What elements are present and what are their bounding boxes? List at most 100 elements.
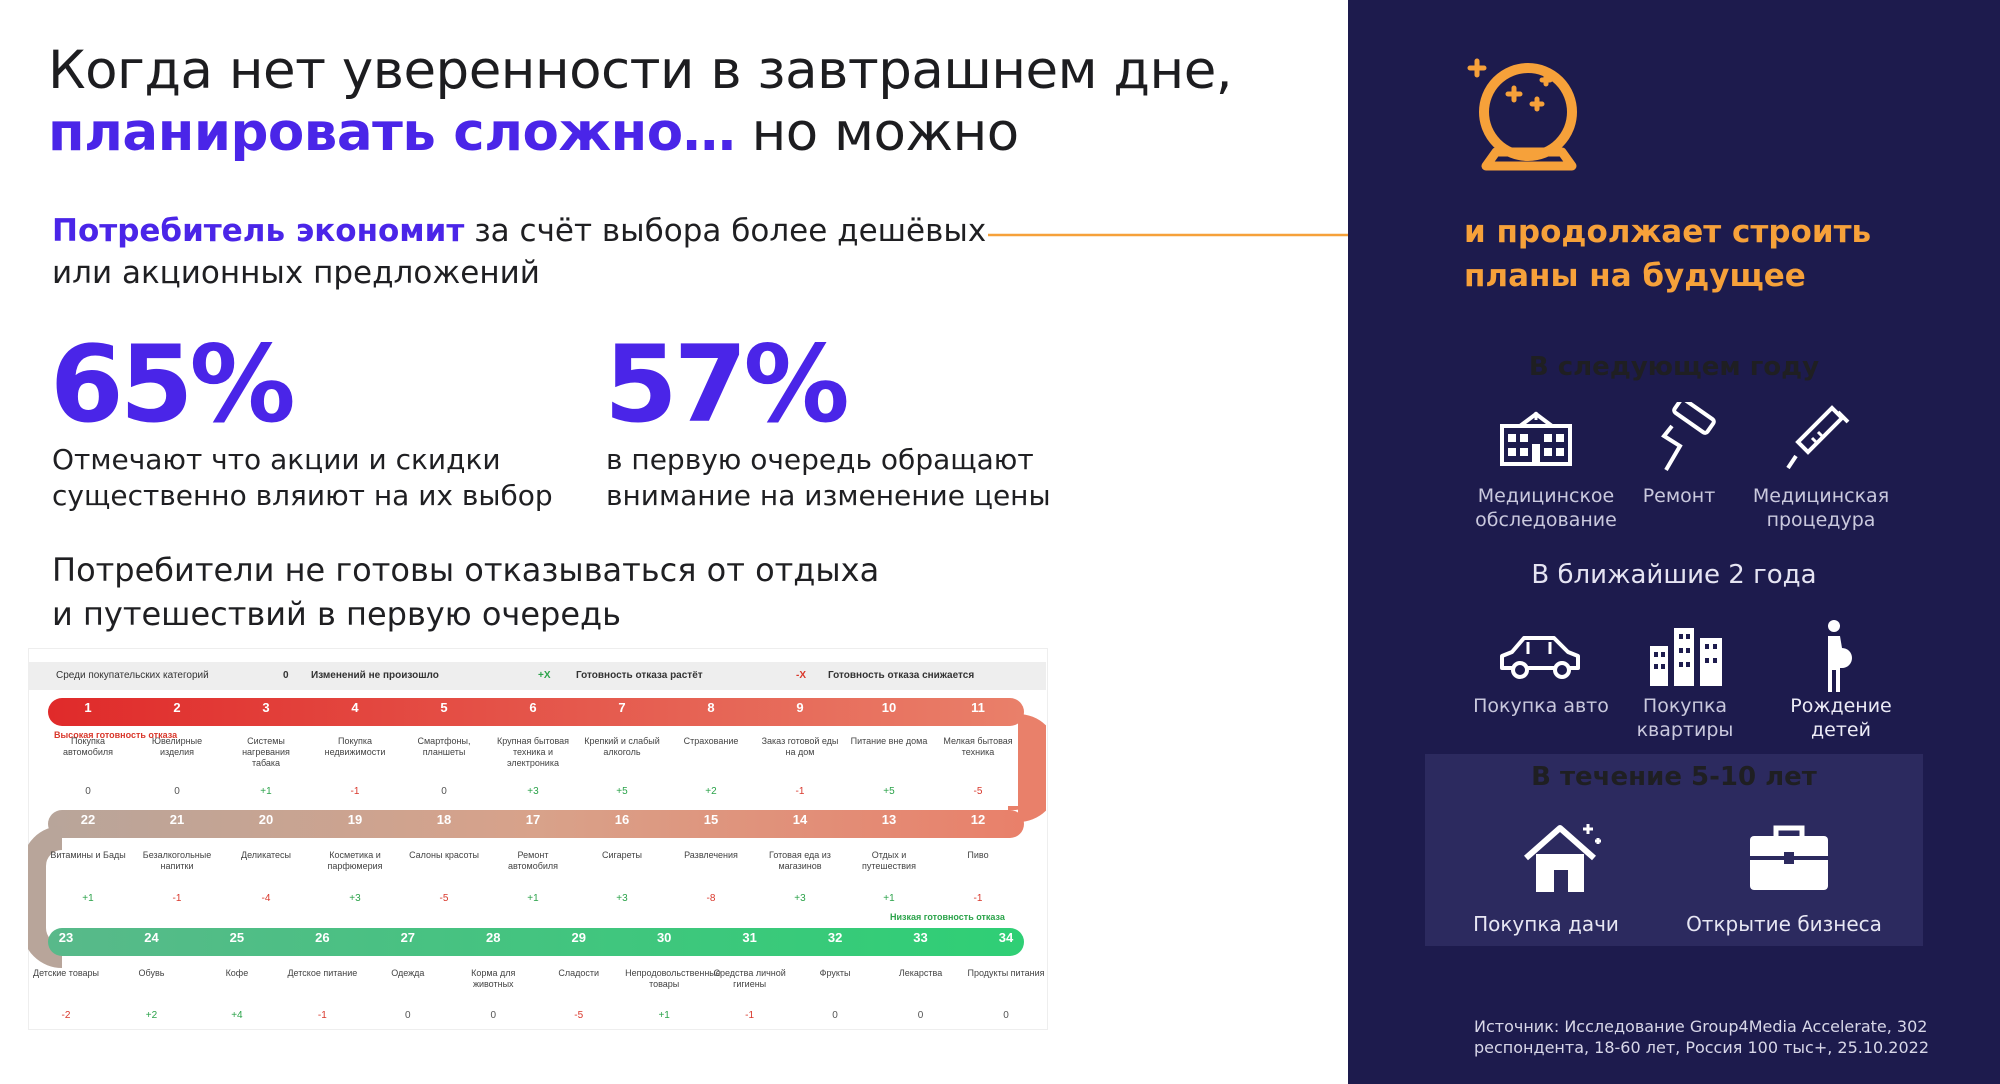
rank-number: 16 (614, 812, 630, 827)
hospital-icon (1500, 411, 1572, 466)
item-medical-procedure: Медицинская процедура (1752, 485, 1890, 531)
change-value: +2 (705, 786, 717, 797)
item-buy-car: Покупка авто (1473, 695, 1609, 717)
rank-number: 28 (486, 930, 501, 945)
stat-value-65: 65% (50, 323, 296, 446)
category-label: Витамины и Бады (50, 850, 126, 860)
category-label: Деликатесы (240, 850, 292, 860)
rank-number: 26 (315, 930, 330, 945)
section-heading: Потребители не готовы отказываться от от… (52, 551, 880, 633)
category-label: Мелкая бытовая техника (943, 736, 1013, 757)
rank-number: 27 (400, 930, 416, 945)
category-label: Средства личной гигиены (713, 968, 786, 989)
rank-number: 4 (351, 700, 359, 715)
two-years-heading: В ближайшие 2 года (1531, 560, 1817, 590)
briefcase-icon (1750, 825, 1828, 890)
rank-number: 5 (440, 700, 448, 715)
change-value: +1 (527, 893, 539, 904)
five-ten-years-box (1425, 754, 1923, 946)
change-value: +2 (145, 1010, 158, 1021)
rank-number: 11 (971, 700, 985, 715)
change-value: -4 (261, 893, 271, 904)
change-value: +1 (883, 893, 895, 904)
change-value: 0 (1003, 1010, 1009, 1021)
change-value: +4 (231, 1010, 243, 1021)
change-value: +1 (260, 786, 272, 797)
ranking-table: Среди покупательских категорий 0 Изменен… (28, 648, 1048, 1030)
change-value: +3 (527, 786, 539, 797)
category-label: Заказ готовой еды на дом (761, 736, 839, 757)
buildings-icon (1650, 628, 1722, 686)
category-label: Ювелирные изделия (151, 736, 203, 757)
category-label: Лекарства (898, 968, 943, 978)
change-value: +3 (616, 893, 628, 904)
change-value: -1 (350, 786, 360, 797)
rank-number: 20 (258, 812, 274, 827)
change-value: -5 (439, 893, 449, 904)
change-value: -1 (973, 893, 983, 904)
category-label: Детские товары (33, 968, 99, 978)
next-year-heading: В следующем году (1528, 352, 1820, 382)
category-label: Непродовольственные товары (625, 968, 721, 989)
rank-number: 1 (84, 700, 92, 715)
change-value: 0 (174, 786, 180, 797)
category-label: Безалкогольные напитки (142, 850, 212, 871)
change-value: +3 (794, 893, 806, 904)
change-value: -2 (61, 1010, 71, 1021)
rank-number: 18 (436, 812, 452, 827)
pregnant-icon (1828, 620, 1852, 692)
low-readiness-label: Низкая готовность отказа (890, 912, 1005, 922)
change-value: 0 (490, 1010, 497, 1021)
category-label: Кофе (225, 968, 249, 978)
rank-number: 25 (229, 930, 245, 945)
rank-number: 24 (144, 930, 159, 945)
syringe-icon (1786, 405, 1850, 470)
category-label: Смартфоны, планшеты (417, 736, 471, 757)
right-headline: и продолжает строить планы на будущее (1464, 214, 1872, 294)
rank-number: 15 (703, 812, 719, 827)
change-value: -5 (574, 1010, 584, 1021)
category-label: Одежда (391, 968, 425, 978)
five-ten-heading: В течение 5-10 лет (1531, 762, 1817, 792)
change-value: 0 (441, 786, 447, 797)
rank-number: 7 (618, 700, 626, 715)
rank-number: 10 (881, 700, 897, 715)
category-label: Косметика и парфюмерия (327, 850, 383, 871)
rank-number: 12 (970, 812, 986, 827)
high-readiness-label: Высокая готовность отказа (54, 730, 178, 740)
category-label: Крупная бытовая техника и электроника (496, 736, 570, 768)
category-label: Корма для животных (471, 968, 516, 989)
rank-number: 9 (796, 700, 804, 715)
category-label: Крепкий и слабый алкоголь (584, 736, 660, 757)
change-value: -1 (317, 1010, 327, 1021)
change-value: 0 (405, 1010, 411, 1021)
category-label: Покупка автомобиля (62, 736, 114, 757)
item-renovation: Ремонт (1642, 485, 1716, 507)
rank-number: 8 (707, 700, 715, 715)
stat-desc-65: Отмечают что акции и скидки существенно … (52, 443, 553, 512)
rank-number: 22 (80, 812, 96, 827)
rank-number: 34 (998, 930, 1014, 945)
rank-number: 31 (742, 930, 757, 945)
category-label: Развлечения (684, 850, 738, 860)
change-value: -1 (795, 786, 805, 797)
category-label: Салоны красоты (409, 850, 479, 860)
stat-value-57: 57% (604, 323, 850, 446)
rank-number: 13 (881, 812, 897, 827)
change-value: -1 (172, 893, 182, 904)
rank-number: 19 (347, 812, 363, 827)
rank-number: 14 (792, 812, 808, 827)
house-icon (1524, 824, 1601, 892)
subtitle: Потребитель экономит за счёт выбора боле… (52, 213, 987, 291)
change-value: +5 (616, 786, 628, 797)
title-accent: планировать сложно… (48, 102, 736, 163)
category-label: Системы нагревания табака (242, 736, 290, 768)
change-value: 0 (832, 1010, 838, 1021)
item-open-business: Открытие бизнеса (1686, 912, 1882, 936)
rank-number: 3 (262, 700, 270, 715)
category-label: Покупка недвижимости (324, 736, 386, 757)
item-buy-dacha: Покупка дачи (1473, 912, 1619, 936)
change-value: -1 (745, 1010, 755, 1021)
category-label: Страхование (683, 736, 739, 746)
crystal-ball-icon (1467, 58, 1577, 171)
